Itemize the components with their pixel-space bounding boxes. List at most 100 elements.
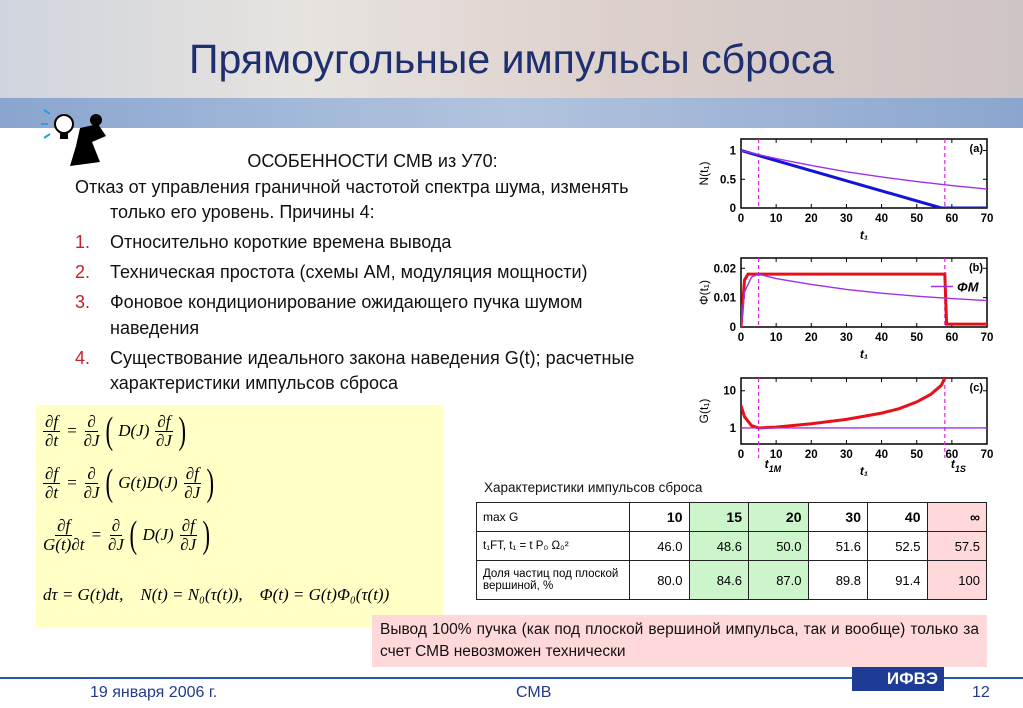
marker-label: t1S bbox=[951, 457, 966, 474]
plot-frame bbox=[740, 138, 988, 209]
x-tick-label: 0 bbox=[738, 213, 744, 225]
x-axis-label: t₁ bbox=[860, 228, 868, 242]
table-cell: 87.0 bbox=[748, 560, 809, 600]
formula-text: = bbox=[66, 473, 78, 492]
plot-frame bbox=[740, 257, 988, 328]
note: Вывод 100% пучка (как под плоской вершин… bbox=[372, 615, 987, 667]
marker-label-sub: 1M bbox=[769, 464, 782, 474]
x-tick-label: 60 bbox=[945, 213, 958, 225]
numerator: ∂f bbox=[55, 515, 73, 536]
table-cell: 51.6 bbox=[807, 531, 868, 561]
formula-text: ( bbox=[129, 514, 138, 556]
marker-label-sub: 1S bbox=[955, 464, 966, 474]
table: max G 10 15 20 30 40 ∞ t₁FT, t₁ = t P₀ Ω₀² 46.0 4… bbox=[476, 502, 987, 600]
table-cell: 50.0 bbox=[748, 531, 809, 561]
header-cell: ∞ bbox=[926, 502, 987, 532]
panel-label: (a) bbox=[970, 143, 984, 155]
formula-text: D(J) bbox=[118, 421, 150, 440]
x-tick-label: 40 bbox=[875, 449, 888, 461]
fraction: ∂ ∂J bbox=[107, 515, 124, 554]
formula-text: G(t)D(J) bbox=[118, 473, 178, 492]
x-tick-label: 0 bbox=[738, 332, 744, 344]
denominator: ∂J bbox=[107, 534, 124, 554]
x-tick-label: 40 bbox=[875, 213, 888, 225]
y-tick-label: 0.5 bbox=[720, 174, 737, 186]
x-tick-label: 70 bbox=[981, 449, 994, 461]
series-line bbox=[741, 149, 987, 190]
item-number: 1. bbox=[75, 232, 91, 252]
table-cell: 52.5 bbox=[867, 531, 928, 561]
item-number: 3. bbox=[75, 292, 91, 312]
x-tick-label: 50 bbox=[910, 449, 923, 461]
table-cell: t₁FT, t₁ = t P₀ Ω₀² bbox=[476, 531, 630, 561]
list-item: 2. Техническая простота (схемы АМ, модуля… bbox=[75, 260, 670, 286]
formula-text: ) bbox=[178, 410, 186, 452]
formula-text: = bbox=[66, 421, 78, 440]
table-cell: Доля частиц под плоской вершиной, % bbox=[476, 560, 630, 600]
formula-box: ∂f ∂t = ∂ ∂J(D(J) ∂f ∂J) ∂f ∂t = ∂ ∂J(G(t)D(J) ∂f ∂J)… bbox=[36, 405, 443, 628]
marker-label-text: t bbox=[951, 457, 956, 471]
fraction: ∂f ∂J bbox=[179, 515, 197, 554]
denominator: ∂J bbox=[180, 534, 197, 554]
footer-center: СМВ bbox=[516, 684, 552, 701]
numerator: ∂f bbox=[43, 411, 61, 432]
table-cell: 89.8 bbox=[807, 560, 868, 600]
header-cell: 40 bbox=[867, 502, 928, 532]
formula-text: ( bbox=[105, 410, 113, 452]
formula-text: ( bbox=[105, 462, 113, 504]
fraction: ∂f ∂J bbox=[155, 412, 173, 450]
x-tick-label: 30 bbox=[840, 332, 853, 344]
marker-label: t1M bbox=[765, 457, 782, 474]
numerator: ∂ bbox=[109, 515, 123, 536]
header-cell: max G bbox=[476, 502, 630, 532]
x-tick-label: 20 bbox=[805, 449, 818, 461]
series-line bbox=[741, 378, 947, 430]
list-item: 3. Фоновое кондиционирование ожидающего п… bbox=[75, 290, 670, 341]
panel-label: (b) bbox=[969, 262, 983, 274]
header-cell: 15 bbox=[688, 502, 749, 532]
table-cell: 46.0 bbox=[629, 531, 690, 561]
list-item: 4. Существование идеального закона наведе… bbox=[75, 346, 670, 397]
formula-text: ) bbox=[206, 462, 214, 504]
item-number: 4. bbox=[75, 347, 91, 368]
series-line bbox=[741, 273, 987, 327]
x-tick-label: 60 bbox=[945, 449, 958, 461]
heading: ОСОБЕННОСТИ СМВ из У70: bbox=[247, 151, 498, 171]
table-header: max G 10 15 20 30 40 ∞ bbox=[476, 502, 987, 532]
plot-frame bbox=[740, 377, 988, 445]
header-band bbox=[0, 98, 1023, 128]
formula: ∂f ∂t = ∂ ∂J(D(J) ∂f ∂J) bbox=[36, 405, 443, 457]
item-text: Существование идеального закона наведени… bbox=[110, 347, 635, 394]
panel-label: (c) bbox=[970, 382, 984, 394]
x-tick-label: 50 bbox=[910, 332, 923, 344]
x-axis-label: t₁ bbox=[860, 464, 868, 478]
denominator: ∂t bbox=[45, 430, 59, 450]
formula: ∂f ∂t = ∂ ∂J(G(t)D(J) ∂f ∂J) bbox=[36, 457, 443, 509]
numerator: ∂f bbox=[179, 515, 197, 536]
y-axis-label: N(t₁) bbox=[697, 161, 711, 185]
formula-text: dτ = G(t)dt, N(t) = N₀(τ(t)), Φ(t) = G(t… bbox=[43, 585, 390, 604]
y-axis-label: Φ(t₁) bbox=[697, 280, 711, 305]
item-text: Техническая простота (схемы АМ, модуляци… bbox=[110, 262, 588, 282]
table-cell: 80.0 bbox=[629, 560, 690, 600]
y-tick-label: 1 bbox=[730, 423, 737, 435]
numerator: ∂ bbox=[85, 411, 98, 432]
fraction: ∂f ∂t bbox=[43, 411, 61, 450]
y-tick-label: 0 bbox=[730, 322, 736, 334]
list: 1. Относительно короткие времена вывода 2.… bbox=[75, 230, 670, 397]
header-cell: 30 bbox=[807, 502, 868, 532]
denominator: G(t)∂t bbox=[43, 534, 85, 554]
formula-text: D(J) bbox=[142, 525, 174, 544]
x-tick-label: 40 bbox=[875, 332, 888, 344]
fraction: ∂ ∂J bbox=[83, 411, 100, 450]
formula-text: ) bbox=[202, 514, 210, 556]
fraction: ∂f ∂J bbox=[183, 464, 201, 502]
x-tick-label: 50 bbox=[910, 213, 923, 225]
series-line bbox=[741, 149, 987, 208]
denominator: ∂J bbox=[83, 430, 100, 450]
x-tick-label: 0 bbox=[738, 449, 744, 461]
denominator: ∂J bbox=[83, 482, 100, 502]
denominator: ∂J bbox=[155, 430, 172, 450]
